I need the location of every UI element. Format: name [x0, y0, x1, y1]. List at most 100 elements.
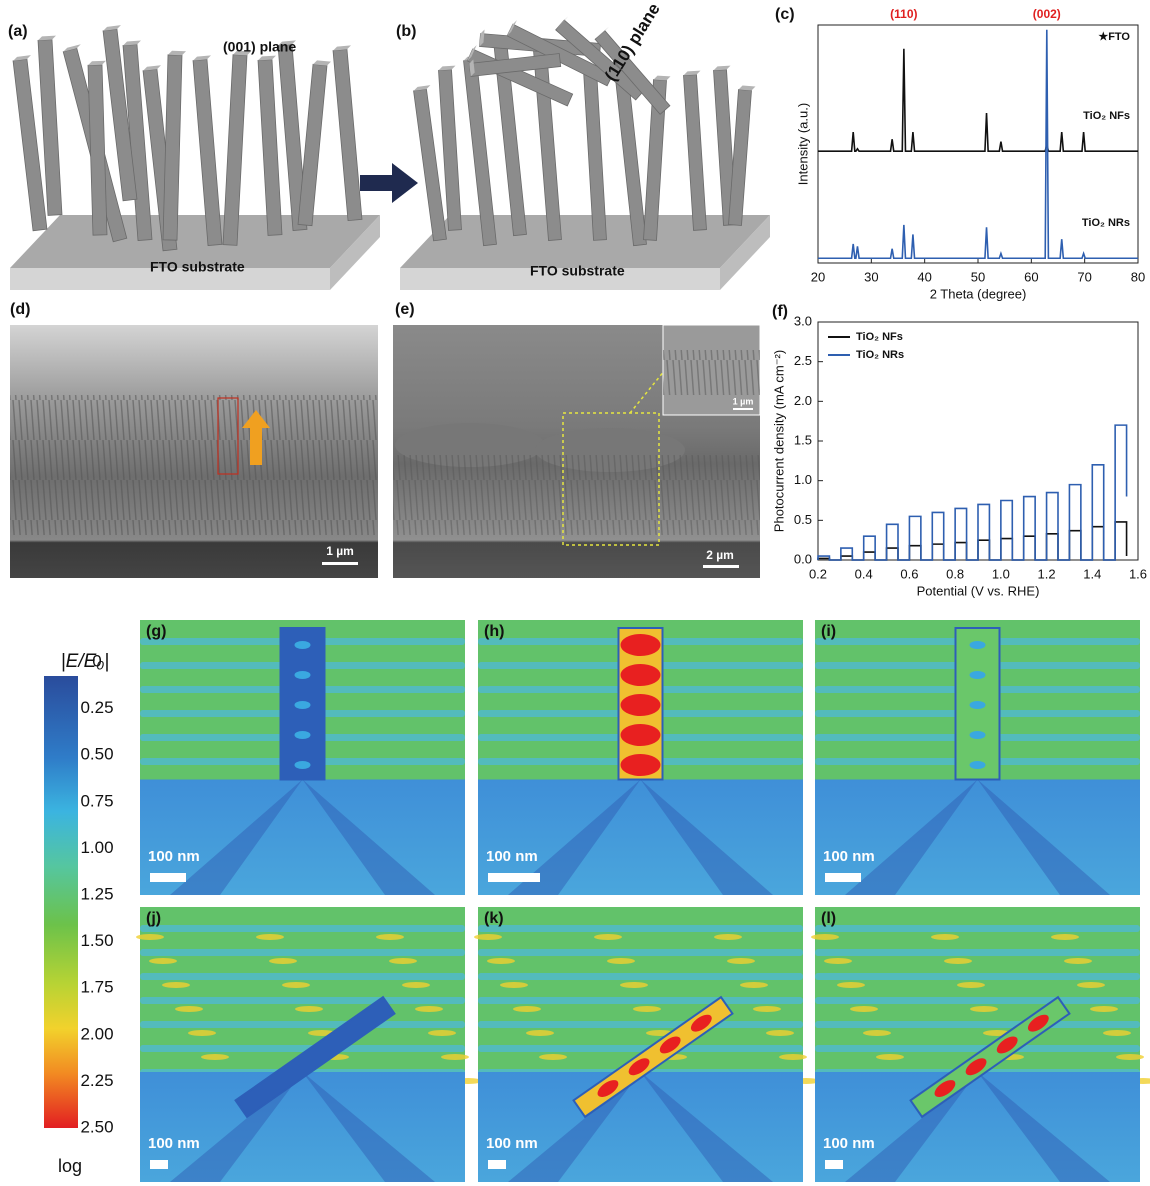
panel-label: (g) — [146, 623, 166, 640]
rod-top — [193, 55, 211, 60]
rod-top — [684, 71, 701, 76]
hotspot — [402, 982, 430, 988]
legend-label: TiO₂ NFs — [856, 331, 903, 343]
colorbar-tick-label: 1.75 — [80, 978, 113, 997]
scale-bar — [825, 873, 861, 882]
rod — [333, 49, 362, 220]
field-lower — [140, 780, 465, 896]
inset-scale-bar — [733, 408, 753, 410]
series-line — [818, 49, 1138, 151]
rod — [956, 628, 1000, 780]
scale-bar — [703, 565, 739, 568]
field-stripe — [478, 1021, 803, 1028]
scale-bar — [322, 562, 358, 565]
hotspot — [526, 1030, 554, 1036]
field-stripe — [815, 1045, 1140, 1052]
scale-label: 100 nm — [486, 848, 538, 865]
annotation: (110) — [890, 7, 917, 21]
hotspot — [188, 1030, 216, 1036]
rod-mode — [295, 761, 311, 769]
rod — [258, 60, 282, 236]
rod-mode — [970, 671, 986, 679]
plane-label: (001) plane — [223, 39, 296, 55]
x-axis-label: Potential (V vs. RHE) — [917, 583, 1040, 598]
panel-label: (f) — [772, 303, 788, 320]
hotspot — [620, 982, 648, 988]
y-tick-label: 2.5 — [794, 353, 812, 368]
schematic-b: (b) (110) plane FTO substrate — [396, 0, 770, 290]
x-tick-label: 1.4 — [1083, 566, 1101, 581]
hotspot — [428, 1030, 456, 1036]
colorbar-tick-label: 0 — [92, 651, 101, 670]
x-tick-label: 70 — [1077, 269, 1091, 284]
rod-mode — [295, 701, 311, 709]
colorbar-tick-label: 0.50 — [80, 745, 113, 764]
hotspot — [633, 1006, 661, 1012]
panel-label: (a) — [8, 23, 28, 40]
scale-label: 2 µm — [706, 548, 734, 562]
field-lower — [478, 1072, 803, 1182]
hotspot — [500, 982, 528, 988]
scale-bar — [150, 873, 186, 882]
hotspot — [539, 1054, 567, 1060]
field-map: (g)100 nm — [140, 620, 465, 895]
hotspot — [850, 1006, 878, 1012]
field-stripe — [140, 1045, 465, 1052]
arrow — [360, 163, 418, 203]
hotspot — [779, 1054, 807, 1060]
field-stripe — [815, 925, 1140, 932]
rod-mode — [295, 641, 311, 649]
panel-label: (d) — [10, 301, 30, 318]
rod — [619, 628, 663, 780]
field-maps: (g)100 nm(h)100 nm(i)100 nm(j)100 nm(k)1… — [136, 620, 1150, 1182]
series-label: TiO₂ NRs — [1082, 217, 1130, 229]
y-tick-label: 0.0 — [794, 551, 812, 566]
y-tick-label: 1.0 — [794, 472, 812, 487]
scale-label: 100 nm — [148, 1135, 200, 1152]
field-stripe — [140, 1021, 465, 1028]
x-tick-label: 20 — [811, 269, 825, 284]
y-tick-label: 3.0 — [794, 313, 812, 328]
y-tick-label: 1.5 — [794, 432, 812, 447]
rod-top — [439, 66, 456, 71]
schematic-a: (a) (001) plane FTO substrate — [8, 23, 380, 290]
field-lower — [815, 1072, 1140, 1182]
series-label: TiO₂ NFs — [1083, 110, 1130, 122]
hotspot — [944, 958, 972, 964]
rod-mode — [970, 761, 986, 769]
panel-label: (k) — [484, 910, 504, 927]
scale-bar — [488, 1160, 506, 1169]
field-stripe — [140, 997, 465, 1004]
hotspot — [1077, 982, 1105, 988]
texture — [393, 455, 760, 535]
x-axis-label: 2 Theta (degree) — [930, 286, 1027, 301]
colorbar-tick-label: 1.00 — [80, 838, 113, 857]
hotspot — [513, 1006, 541, 1012]
colorbar-scale-label: log — [58, 1156, 82, 1176]
panel-label: (j) — [146, 910, 161, 927]
rod — [163, 55, 182, 240]
hotspot — [474, 934, 502, 940]
hotspot — [1051, 934, 1079, 940]
hotspot — [1090, 1006, 1118, 1012]
panel-label: (c) — [775, 6, 795, 23]
hotspot — [766, 1030, 794, 1036]
inset-texture — [663, 350, 760, 395]
hotspot — [876, 1054, 904, 1060]
hotspot — [753, 1006, 781, 1012]
hotspot — [970, 1006, 998, 1012]
rod-mode — [295, 731, 311, 739]
field-stripe — [815, 997, 1140, 1004]
colorbar-tick-label: 0.75 — [80, 791, 113, 810]
x-tick-label: 1.2 — [1038, 566, 1056, 581]
panel-label: (i) — [821, 623, 836, 640]
rod-top — [258, 56, 276, 61]
rod-mode — [621, 634, 661, 656]
rod — [298, 64, 327, 225]
substrate-label: FTO substrate — [150, 259, 245, 275]
y-axis-label: Photocurrent density (mA cm⁻²) — [771, 350, 786, 532]
hotspot — [256, 934, 284, 940]
hotspot — [863, 1030, 891, 1036]
hotspot — [295, 1006, 323, 1012]
field-map: (l)100 nm — [811, 907, 1150, 1182]
